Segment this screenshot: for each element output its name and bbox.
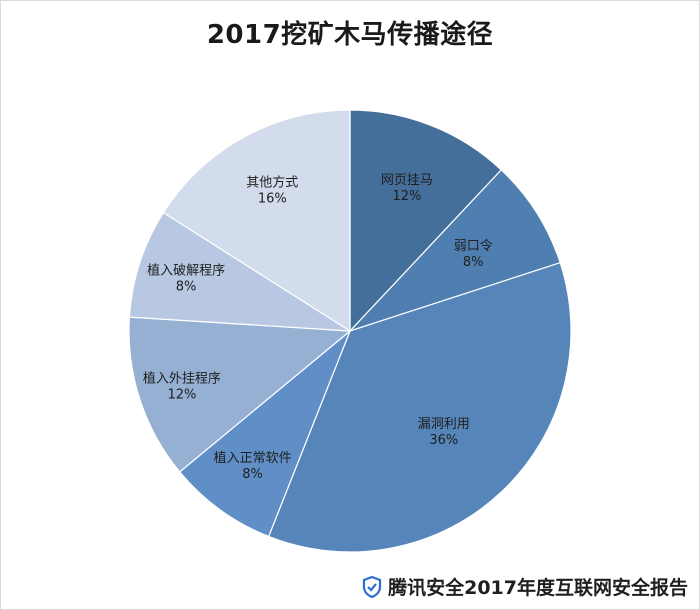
pie-slice xyxy=(178,330,351,538)
slice-name-label: 植入正常软件 xyxy=(214,451,292,466)
pie-slice xyxy=(128,211,351,332)
footer-brand-text: 腾讯安全2017年度互联网安全报告 xyxy=(388,577,688,599)
slice-name-label: 弱口令 xyxy=(454,239,493,254)
slice-percent-label: 8% xyxy=(176,280,197,295)
slice-percent-label: 12% xyxy=(392,189,421,204)
chart-title: 2017挖矿木马传播途径 xyxy=(206,20,494,50)
slice-percent-label: 16% xyxy=(258,192,287,207)
pie-slice xyxy=(349,109,503,333)
slice-name-label: 网页挂马 xyxy=(381,173,433,188)
pie-slice xyxy=(128,316,352,473)
slice-name-label: 植入破解程序 xyxy=(147,264,225,279)
pie-slices xyxy=(128,109,572,553)
pie-labels: 网页挂马12%弱口令8%漏洞利用36%植入正常软件8%植入外挂程序12%植入破解… xyxy=(143,173,493,482)
slice-percent-label: 12% xyxy=(167,388,196,403)
slice-name-label: 植入外挂程序 xyxy=(143,372,221,387)
slice-percent-label: 36% xyxy=(429,433,458,448)
slice-percent-label: 8% xyxy=(463,255,484,270)
pie-slice xyxy=(349,169,561,332)
slice-name-label: 其他方式 xyxy=(246,175,298,191)
footer-brand: 腾讯安全2017年度互联网安全报告 xyxy=(362,573,688,600)
shield-icon xyxy=(363,575,382,598)
slice-name-label: 漏洞利用 xyxy=(418,416,470,432)
pie-slice xyxy=(267,261,572,553)
pie-slice xyxy=(162,109,351,333)
slice-percent-label: 8% xyxy=(242,467,263,482)
